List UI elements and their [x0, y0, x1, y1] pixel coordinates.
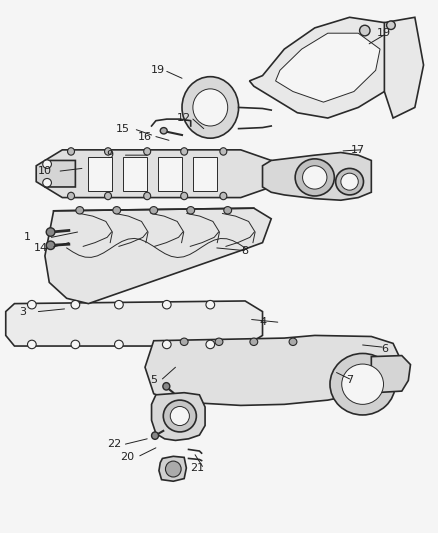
Ellipse shape [163, 400, 196, 432]
Ellipse shape [71, 340, 80, 349]
Polygon shape [36, 160, 75, 187]
Ellipse shape [160, 127, 167, 134]
Ellipse shape [387, 21, 395, 29]
Ellipse shape [166, 461, 181, 477]
Text: 19: 19 [377, 28, 392, 38]
Text: 4: 4 [259, 317, 266, 327]
Ellipse shape [295, 159, 334, 196]
Ellipse shape [250, 338, 258, 345]
Ellipse shape [46, 228, 55, 236]
Ellipse shape [150, 207, 158, 214]
Ellipse shape [115, 340, 123, 349]
Text: 17: 17 [351, 145, 365, 155]
Ellipse shape [220, 148, 227, 155]
Ellipse shape [206, 340, 215, 349]
Ellipse shape [28, 340, 36, 349]
Ellipse shape [303, 166, 327, 189]
Polygon shape [145, 335, 402, 406]
Bar [88, 157, 113, 191]
Polygon shape [385, 17, 424, 118]
Text: 10: 10 [38, 166, 52, 176]
Ellipse shape [144, 192, 151, 200]
Ellipse shape [181, 192, 187, 200]
Ellipse shape [113, 207, 120, 214]
Ellipse shape [162, 301, 171, 309]
Ellipse shape [67, 148, 74, 155]
Text: 8: 8 [241, 246, 249, 256]
Ellipse shape [342, 364, 384, 405]
Polygon shape [152, 393, 205, 440]
Ellipse shape [76, 207, 84, 214]
Text: 5: 5 [150, 375, 157, 385]
Text: 6: 6 [381, 344, 388, 354]
Text: 7: 7 [346, 375, 353, 385]
Ellipse shape [182, 77, 239, 138]
Text: 14: 14 [33, 243, 48, 253]
Ellipse shape [330, 353, 395, 415]
Polygon shape [262, 152, 371, 200]
Ellipse shape [46, 241, 55, 249]
Text: 16: 16 [138, 132, 152, 142]
Ellipse shape [220, 192, 227, 200]
Ellipse shape [170, 407, 189, 425]
Text: 9: 9 [106, 150, 114, 160]
Ellipse shape [152, 432, 159, 439]
Polygon shape [45, 150, 271, 198]
Ellipse shape [360, 25, 370, 36]
Ellipse shape [187, 207, 194, 214]
Text: 22: 22 [107, 439, 122, 449]
Ellipse shape [163, 383, 170, 390]
Ellipse shape [115, 301, 123, 309]
Text: 19: 19 [151, 66, 165, 75]
Ellipse shape [193, 89, 228, 126]
Ellipse shape [180, 338, 188, 345]
Ellipse shape [105, 192, 112, 200]
Ellipse shape [162, 340, 171, 349]
Polygon shape [6, 301, 262, 346]
Polygon shape [45, 208, 271, 304]
Ellipse shape [215, 338, 223, 345]
Ellipse shape [181, 148, 187, 155]
Polygon shape [250, 17, 406, 118]
Text: 12: 12 [177, 113, 191, 123]
Ellipse shape [28, 301, 36, 309]
Polygon shape [371, 356, 410, 393]
Ellipse shape [105, 148, 112, 155]
Text: 1: 1 [24, 232, 31, 243]
Text: 20: 20 [120, 453, 134, 463]
Ellipse shape [336, 168, 364, 195]
Ellipse shape [206, 301, 215, 309]
Ellipse shape [224, 207, 232, 214]
Bar [158, 157, 182, 191]
Bar [123, 157, 147, 191]
Ellipse shape [341, 173, 358, 190]
Text: 15: 15 [116, 124, 130, 134]
Text: 21: 21 [190, 463, 204, 473]
Ellipse shape [43, 179, 51, 187]
Text: 3: 3 [20, 306, 27, 317]
Ellipse shape [71, 301, 80, 309]
Polygon shape [276, 33, 380, 102]
Polygon shape [159, 456, 186, 481]
Ellipse shape [67, 192, 74, 200]
Bar [193, 157, 217, 191]
Ellipse shape [289, 338, 297, 345]
Ellipse shape [144, 148, 151, 155]
Ellipse shape [43, 160, 51, 168]
